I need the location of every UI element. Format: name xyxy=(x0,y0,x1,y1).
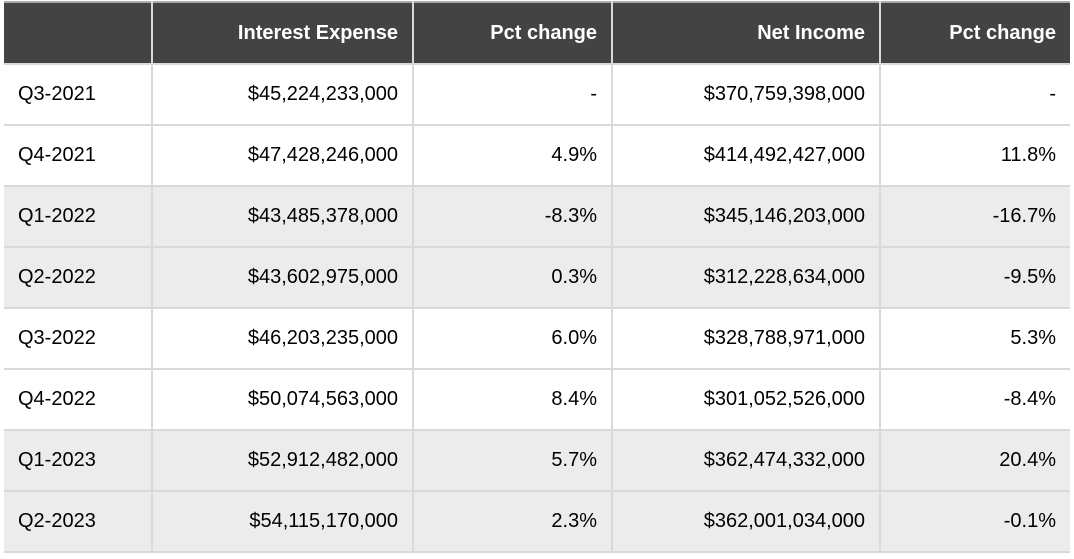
cell-net-income-pct-change: -16.7% xyxy=(879,185,1070,248)
cell-quarter: Q2-2023 xyxy=(4,490,153,553)
table-body: Q3-2021 $45,224,233,000- $370,759,398,000-… xyxy=(4,63,1070,553)
cell-interest-pct-change: 4.9% xyxy=(412,124,613,187)
table-row: Q3-2021 $45,224,233,000- $370,759,398,000- xyxy=(4,63,1070,126)
table-row: Q2-2022 $43,602,975,000 0.3% $312,228,634,0… xyxy=(4,246,1070,309)
cell-net-income: $312,228,634,000 xyxy=(611,246,881,309)
cell-quarter: Q1-2022 xyxy=(4,185,153,248)
cell-interest-pct-change: -8.3% xyxy=(412,185,613,248)
cell-interest-expense: $50,074,563,000 xyxy=(151,368,414,431)
table-row: Q4-2022 $50,074,563,000 8.4% $301,052,526,0… xyxy=(4,368,1070,431)
header-row: Interest Expense Pct change Net Income P… xyxy=(4,2,1070,65)
cell-interest-pct-change: 8.4% xyxy=(412,368,613,431)
cell-net-income: $328,788,971,000 xyxy=(611,307,881,370)
cell-interest-expense: $52,912,482,000 xyxy=(151,429,414,492)
cell-quarter: Q4-2021 xyxy=(4,124,153,187)
cell-net-income: $370,759,398,000 xyxy=(611,63,881,126)
col-header-interest-expense: Interest Expense xyxy=(151,2,414,65)
cell-interest-expense: $43,485,378,000 xyxy=(151,185,414,248)
cell-quarter: Q4-2022 xyxy=(4,368,153,431)
col-header-quarter xyxy=(4,2,153,65)
col-header-net-income: Net Income xyxy=(611,2,881,65)
table-row: Q3-2022 $46,203,235,000 6.0% $328,788,971,0… xyxy=(4,307,1070,370)
cell-interest-expense: $43,602,975,000 xyxy=(151,246,414,309)
table-row: Q2-2023 $54,115,170,000 2.3% $362,001,034,0… xyxy=(4,490,1070,553)
cell-net-income: $414,492,427,000 xyxy=(611,124,881,187)
financial-quarters-table: Interest Expense Pct change Net Income P… xyxy=(4,1,1070,553)
cell-net-income-pct-change: -9.5% xyxy=(879,246,1070,309)
cell-interest-expense: $47,428,246,000 xyxy=(151,124,414,187)
cell-net-income-pct-change: -0.1% xyxy=(879,490,1070,553)
cell-interest-pct-change: 6.0% xyxy=(412,307,613,370)
cell-interest-pct-change: 2.3% xyxy=(412,490,613,553)
cell-net-income: $362,474,332,000 xyxy=(611,429,881,492)
table-row: Q1-2023 $52,912,482,000 5.7% $362,474,332,0… xyxy=(4,429,1070,492)
cell-interest-pct-change: 0.3% xyxy=(412,246,613,309)
col-header-pct-change-interest: Pct change xyxy=(412,2,613,65)
cell-quarter: Q3-2021 xyxy=(4,63,153,126)
cell-net-income-pct-change: -8.4% xyxy=(879,368,1070,431)
cell-net-income: $301,052,526,000 xyxy=(611,368,881,431)
cell-net-income-pct-change: 20.4% xyxy=(879,429,1070,492)
cell-quarter: Q3-2022 xyxy=(4,307,153,370)
cell-interest-expense: $54,115,170,000 xyxy=(151,490,414,553)
cell-net-income-pct-change: - xyxy=(879,63,1070,126)
cell-net-income: $345,146,203,000 xyxy=(611,185,881,248)
cell-interest-pct-change: 5.7% xyxy=(412,429,613,492)
cell-interest-expense: $46,203,235,000 xyxy=(151,307,414,370)
table-row: Q4-2021 $47,428,246,000 4.9% $414,492,427,0… xyxy=(4,124,1070,187)
col-header-pct-change-net-income: Pct change xyxy=(879,2,1070,65)
cell-net-income-pct-change: 11.8% xyxy=(879,124,1070,187)
cell-quarter: Q1-2023 xyxy=(4,429,153,492)
cell-net-income: $362,001,034,000 xyxy=(611,490,881,553)
table-row: Q1-2022 $43,485,378,000 -8.3% $345,146,203,… xyxy=(4,185,1070,248)
cell-quarter: Q2-2022 xyxy=(4,246,153,309)
cell-interest-expense: $45,224,233,000 xyxy=(151,63,414,126)
cell-net-income-pct-change: 5.3% xyxy=(879,307,1070,370)
cell-interest-pct-change: - xyxy=(412,63,613,126)
